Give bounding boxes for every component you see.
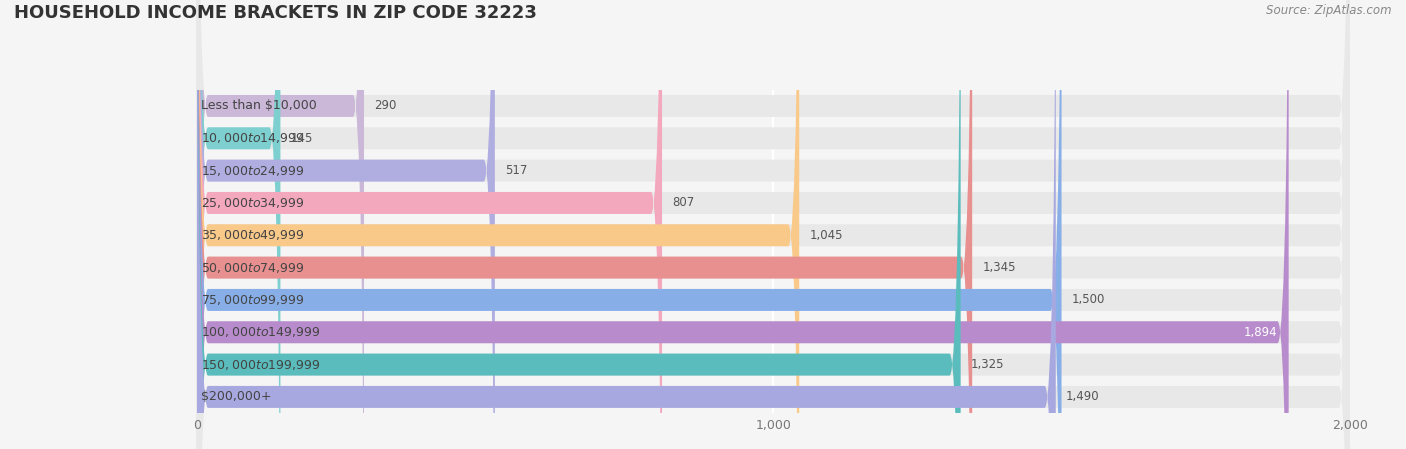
Text: $50,000 to $74,999: $50,000 to $74,999 — [201, 260, 305, 275]
Text: 145: 145 — [291, 132, 314, 145]
Text: 807: 807 — [672, 197, 695, 209]
Text: $75,000 to $99,999: $75,000 to $99,999 — [201, 293, 305, 307]
Text: $200,000+: $200,000+ — [201, 391, 271, 403]
FancyBboxPatch shape — [197, 0, 1350, 449]
FancyBboxPatch shape — [197, 0, 1350, 449]
FancyBboxPatch shape — [197, 0, 1350, 449]
Text: 1,325: 1,325 — [972, 358, 1004, 371]
Text: 1,894: 1,894 — [1243, 326, 1277, 339]
Text: HOUSEHOLD INCOME BRACKETS IN ZIP CODE 32223: HOUSEHOLD INCOME BRACKETS IN ZIP CODE 32… — [14, 4, 537, 22]
Text: $25,000 to $34,999: $25,000 to $34,999 — [201, 196, 305, 210]
Text: $150,000 to $199,999: $150,000 to $199,999 — [201, 357, 321, 372]
Text: Less than $10,000: Less than $10,000 — [201, 100, 318, 112]
Text: 1,345: 1,345 — [983, 261, 1017, 274]
FancyBboxPatch shape — [197, 0, 1289, 449]
Text: 1,500: 1,500 — [1071, 294, 1105, 306]
Text: 1,490: 1,490 — [1066, 391, 1099, 403]
FancyBboxPatch shape — [197, 0, 364, 449]
FancyBboxPatch shape — [197, 0, 1350, 449]
Text: 1,045: 1,045 — [810, 229, 844, 242]
Text: 290: 290 — [374, 100, 396, 112]
FancyBboxPatch shape — [197, 0, 799, 449]
FancyBboxPatch shape — [197, 0, 972, 449]
FancyBboxPatch shape — [197, 0, 662, 449]
Text: 517: 517 — [505, 164, 527, 177]
FancyBboxPatch shape — [197, 0, 1056, 449]
FancyBboxPatch shape — [197, 0, 960, 449]
Text: $35,000 to $49,999: $35,000 to $49,999 — [201, 228, 305, 242]
Text: Source: ZipAtlas.com: Source: ZipAtlas.com — [1267, 4, 1392, 18]
FancyBboxPatch shape — [197, 0, 1350, 449]
Text: $10,000 to $14,999: $10,000 to $14,999 — [201, 131, 305, 145]
FancyBboxPatch shape — [197, 0, 1350, 449]
FancyBboxPatch shape — [197, 0, 1350, 449]
FancyBboxPatch shape — [197, 0, 1350, 449]
FancyBboxPatch shape — [197, 0, 495, 449]
Text: $100,000 to $149,999: $100,000 to $149,999 — [201, 325, 321, 339]
FancyBboxPatch shape — [197, 0, 280, 449]
FancyBboxPatch shape — [197, 0, 1350, 449]
FancyBboxPatch shape — [197, 0, 1062, 449]
Text: $15,000 to $24,999: $15,000 to $24,999 — [201, 163, 305, 178]
FancyBboxPatch shape — [197, 0, 1350, 449]
